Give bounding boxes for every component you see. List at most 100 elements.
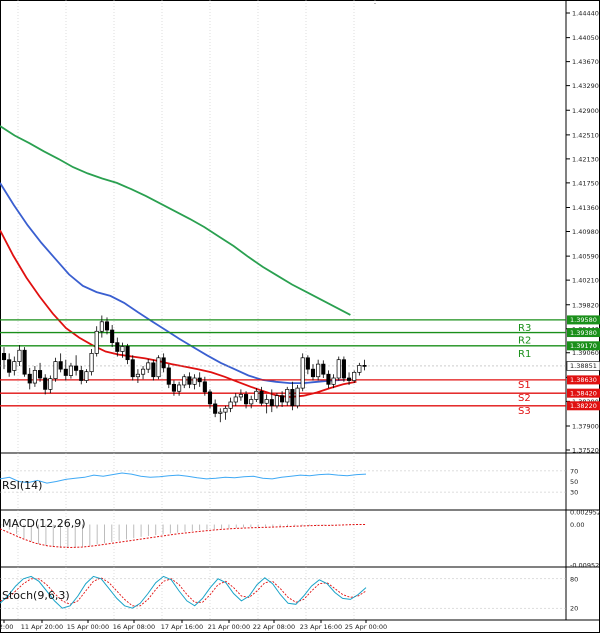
candle-bullish [182,376,187,386]
candle-bearish [1,353,7,361]
candle-bearish [115,342,120,352]
candle-bearish [207,391,213,405]
current-price-value: 1.38851 [570,362,597,370]
level-tag-r1 [567,341,600,351]
candle-bearish [74,365,79,371]
candle-bullish [17,349,22,362]
price-tick-label: 1.44050 [572,34,599,42]
stoch-label: Stoch(9,6,3) [2,589,70,602]
price-tick-label: 1.41750 [572,179,599,187]
macd-label: MACD(12,26,9) [2,517,86,530]
price-tick-label: 1.43290 [572,82,599,90]
moving-average-line [0,182,346,385]
candle-bullish [249,399,254,405]
price-tick-label: 1.37520 [572,447,599,455]
candle-bullish [120,346,125,352]
candle-bullish [146,362,151,370]
level-tag-value: 1.38630 [570,376,597,384]
candle-bullish [94,330,99,354]
price-tick-label: 1.44440 [572,10,599,18]
candle-bearish [259,390,264,404]
candle-bearish [7,359,12,373]
candle-bearish [43,377,48,390]
candle-bullish [295,387,300,407]
time-tick-label: 15 Apr 00:00 [67,623,109,631]
candle-bearish [269,399,274,407]
candle-bearish [310,368,316,378]
candle-bullish [316,363,321,378]
candle-bullish [264,399,269,404]
stoch-main-line [0,575,367,609]
candle-bearish [341,359,346,379]
candle-bullish [300,357,305,389]
time-tick-label: 12:00 [0,623,13,631]
macd-tick-label: 0.002952 [570,509,600,517]
price-tick-label: 1.37900 [572,423,599,431]
candle-bullish [141,368,146,375]
candle-bearish [305,357,310,370]
macd-tick-label: 0.00 [570,521,584,529]
time-tick-label: 22 Apr 08:00 [253,623,295,631]
level-tag-value: 1.38420 [570,389,597,397]
candle-bullish [357,365,362,373]
candle-bearish [130,359,135,378]
stoch-signal-line [0,577,367,607]
price-grid [17,0,355,620]
level-label-r3: R3 [518,323,531,334]
candle-bullish [84,371,89,381]
candle-bearish [197,377,202,383]
rsi-panel: 70 50 30 RSI(14) [0,467,578,497]
level-tag-value: 1.38220 [570,402,597,410]
current-price-tag [566,361,600,371]
level-tag-value: 1.39380 [570,329,597,337]
candle-bearish [321,363,326,375]
level-label-r1: R1 [518,349,531,360]
level-label-s1: S1 [518,380,531,391]
stoch-tick-label: 20 [570,605,578,613]
level-label-s3: S3 [518,406,531,417]
candle-bearish [110,329,115,343]
candle-bullish [233,396,238,403]
candle-bullish [274,395,280,407]
macd-signal-line [0,524,366,549]
candle-bullish [53,361,58,379]
level-label-r2: R2 [518,336,531,347]
price-tick-label: 1.40210 [572,277,599,285]
stoch-tick-label: 80 [570,575,578,583]
candle-bullish [68,365,74,376]
candle-bullish [89,353,94,373]
level-tag-s3 [567,401,600,411]
candle-bullish [336,359,341,379]
candle-bearish [347,377,352,381]
candle-bullish [352,371,357,381]
candle-bullish [156,357,161,378]
time-tick-label: 25 Apr 00:00 [345,623,387,631]
candle-bearish [79,370,84,381]
macd-panel: 0.002952 0.00 -0.009528 MACD(12,26,9) [0,509,600,570]
time-tick-label: 11 Apr 20:00 [21,623,63,631]
candle-bearish [58,361,63,370]
level-tag-s1 [567,375,600,385]
stoch-panel: 80 20 Stoch(9,6,3) [0,575,578,613]
candle-bullish [218,411,223,414]
time-tick-label: 16 Apr 08:00 [113,623,155,631]
price-tick-label: 1.42510 [572,131,599,139]
rsi-tick-label: 30 [570,489,578,497]
level-tag-value: 1.39170 [570,342,597,350]
candle-bearish [171,383,177,392]
level-tag-r3 [567,315,600,325]
candle-bearish [244,394,249,405]
pivot-levels: R3 R2 R1 S1 S2 S3 [0,319,566,417]
price-tick-label: 1.40980 [572,228,599,236]
price-tick-label: 1.42900 [572,107,599,115]
candle-bearish [166,367,171,385]
candle-bullish [228,401,233,409]
rsi-tick-label: 70 [570,467,578,475]
candle-bearish [63,368,68,376]
moving-average-line [0,125,351,316]
candle-bearish [27,373,32,384]
candle-bearish [187,376,192,385]
candle-bullish [238,394,243,398]
rsi-label: RSI(14) [2,479,42,492]
